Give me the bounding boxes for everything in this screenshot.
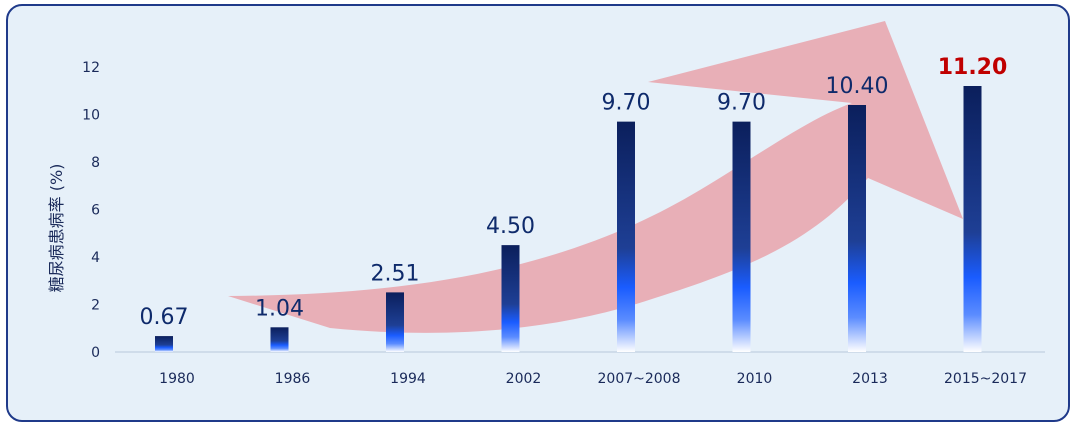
data-label: 9.70 <box>602 91 651 116</box>
y-tick-label: 4 <box>91 250 100 266</box>
bar <box>617 121 635 352</box>
data-label: 2.51 <box>371 261 420 286</box>
x-tick-label: 2007~2008 <box>598 371 681 387</box>
y-tick-label: 10 <box>82 108 100 124</box>
x-tick-label: 2010 <box>737 371 773 387</box>
bar <box>501 245 520 352</box>
data-label: 10.40 <box>826 74 889 99</box>
x-tick-label: 1994 <box>390 371 426 387</box>
bar <box>732 121 751 352</box>
bar <box>155 336 173 352</box>
x-tick-label: 2002 <box>506 371 542 387</box>
x-tick-label: 1986 <box>275 371 311 387</box>
data-label: 4.50 <box>486 214 535 239</box>
data-label: 1.04 <box>255 296 304 321</box>
x-tick-label: 2013 <box>852 371 888 387</box>
trend-arrow <box>228 21 963 333</box>
y-tick-label: 6 <box>91 203 100 219</box>
data-label: 9.70 <box>717 91 766 116</box>
y-tick-label: 2 <box>91 298 100 314</box>
y-tick-label: 12 <box>82 60 100 76</box>
x-tick-label: 1980 <box>159 371 195 387</box>
y-tick-label: 0 <box>91 345 100 361</box>
y-tick-label: 8 <box>91 155 100 171</box>
bar <box>386 292 404 352</box>
data-label: 0.67 <box>140 305 189 330</box>
bar <box>963 86 982 352</box>
bar <box>270 327 289 352</box>
bar <box>848 105 866 352</box>
y-axis-label: 糖尿病患病率 (%) <box>47 164 66 293</box>
data-label-highlight: 11.20 <box>938 55 1008 80</box>
x-tick-label: 2015~2017 <box>944 371 1027 387</box>
